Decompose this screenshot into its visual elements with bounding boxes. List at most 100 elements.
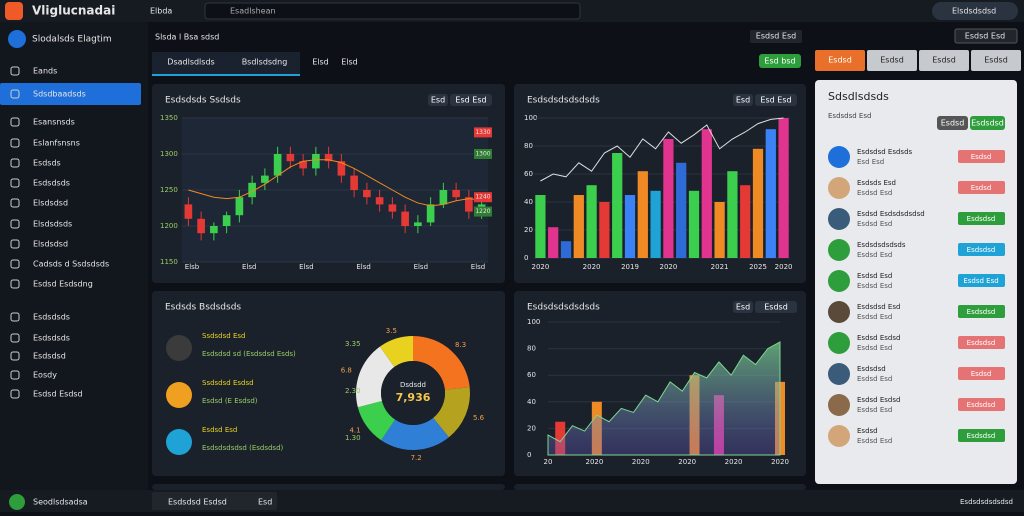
area [547,341,781,456]
badge-label: Esdsdsd [967,339,996,347]
candle-body [210,226,218,234]
badge-label: Esdsd [971,370,992,378]
panel-button[interactable] [755,94,797,106]
price-tag-label: 1330 [475,129,490,136]
menu-icon [10,66,20,76]
person-sub: Esdsd Esd [857,313,892,321]
menu-item[interactable]: Esdsd Esdsd [33,390,83,399]
menu-item[interactable]: Eands [33,67,57,76]
filter[interactable] [750,30,802,43]
badge[interactable] [958,305,1005,318]
menu-item[interactable]: Esdsds [33,159,61,168]
donut-segment [357,400,396,441]
candle-body [363,190,371,198]
badge[interactable] [958,398,1005,411]
candle-body [388,204,397,212]
menu[interactable]: Elbda [150,7,172,16]
person-name: Esdsdsd [857,365,886,373]
avatar [828,270,850,292]
tab[interactable]: Elsd [341,58,358,67]
menu-item[interactable]: Cadsds d Ssdsdsds [33,260,109,269]
badge[interactable] [958,181,1005,194]
badge[interactable] [958,336,1005,349]
menu-item[interactable]: Eosdy [33,371,57,380]
workspace[interactable]: Slodalsds Elagtim [32,35,112,45]
menu-icon [10,158,20,168]
right-tab[interactable] [971,50,1021,71]
menu-item[interactable]: Esdsdsd [33,352,66,361]
x-tick-label: 2019 [621,263,639,271]
search-field[interactable] [954,28,1018,44]
menu-item[interactable]: Eslanfsnsns [33,139,80,148]
right-tab[interactable] [815,50,865,71]
panel-title: Esdsdsds Ssdsds [165,96,241,106]
tab[interactable]: Elsd [312,58,329,67]
tab[interactable]: Dsadlsdlsds [167,58,214,67]
menu-item[interactable]: Elsdsdsds [33,220,72,229]
badge[interactable] [958,150,1005,163]
avatar [166,382,192,408]
x-tick-label: 20 [544,458,553,466]
panel [152,484,505,490]
bar [650,190,661,258]
menu-item[interactable]: Esdsdsds [33,313,70,322]
panel-button[interactable] [733,94,753,106]
tab[interactable]: Bsdlsdsdng [242,58,288,67]
panel-subtitle: Esdsdsd Esd [828,112,871,120]
badge[interactable] [958,212,1005,225]
person-detail: Esdsd (E Esdsd) [202,397,258,405]
logo [5,2,23,20]
badge[interactable] [958,243,1005,256]
right-tab[interactable] [867,50,917,71]
search-box[interactable] [204,2,581,20]
bottom-left[interactable]: Esdsdsd Esdsd [168,498,227,507]
y-tick-label: 100 [524,114,537,122]
people-button[interactable] [937,116,968,130]
right-tab-label: Esdsd [880,56,904,65]
bar [676,162,687,258]
y-tick-label: 1200 [160,222,178,230]
person-sub: Esdsd Esd [857,251,892,259]
right-tab[interactable] [919,50,969,71]
people-button[interactable] [970,116,1005,130]
price-tag-label: 1220 [475,208,490,215]
menu-icon [10,219,20,229]
menu-item[interactable]: Esansnsds [33,118,75,127]
panel [514,484,806,490]
person-amount: 3.35 [345,340,361,348]
right-tab-label: Esdsd [828,56,852,65]
menu-item[interactable]: Esdsd Esdsdng [33,280,93,289]
panel-button[interactable] [428,94,448,106]
x-tick-label: Elsd [356,263,370,271]
bar [555,421,566,455]
menu-item[interactable]: Sdsdbaadsds [33,90,86,99]
filter-label: Esdsd Esd [756,32,796,41]
person-sub: Esd Esd [857,158,884,166]
avatar [166,335,192,361]
badge[interactable] [958,367,1005,380]
bottom-chip [152,492,277,510]
user-chip[interactable] [932,2,1018,20]
person-sub: Esdsd Esd [857,189,892,197]
avatar [828,363,850,385]
search-label: Esdsd Esd [965,32,1005,41]
bar [548,227,559,258]
menu-item[interactable]: Elsdsdsd [33,199,68,208]
primary-button[interactable] [759,54,801,68]
avatar [828,177,850,199]
badge[interactable] [958,429,1005,442]
bottom-mid[interactable]: Esd [258,498,272,507]
menu-icon [10,389,20,399]
donut-segment [433,387,470,438]
panel-button[interactable] [755,301,797,313]
panel-button[interactable] [733,301,753,313]
menu-item[interactable]: Esdsdsds [33,179,70,188]
menu-item[interactable]: Esdsdsds [33,334,70,343]
bar [560,241,572,258]
panel-button[interactable] [450,94,492,106]
menu-icon [10,259,20,269]
donut-hole [381,361,445,425]
menu-item[interactable]: Elsdsdsd [33,240,68,249]
badge[interactable] [958,274,1005,287]
